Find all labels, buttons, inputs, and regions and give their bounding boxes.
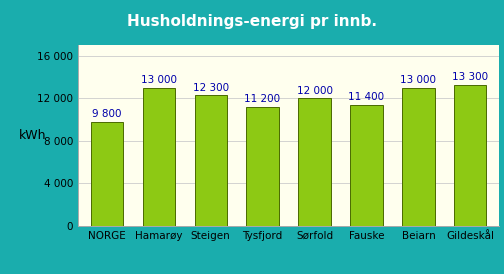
Bar [298,98,331,226]
Y-axis label: kWh: kWh [19,129,47,142]
Bar [246,107,279,226]
Bar [143,88,175,226]
Bar [454,85,486,226]
Bar [350,105,383,226]
Text: Husholdnings-energi pr innb.: Husholdnings-energi pr innb. [127,14,377,29]
Text: 11 400: 11 400 [348,92,385,102]
Text: 11 200: 11 200 [244,94,281,104]
Text: 13 000: 13 000 [401,75,436,85]
Text: 13 000: 13 000 [141,75,176,85]
Text: 13 300: 13 300 [452,72,488,82]
Text: 9 800: 9 800 [92,109,121,119]
Text: 12 300: 12 300 [193,82,229,93]
Bar [402,88,434,226]
Bar [195,95,227,226]
Bar [91,122,123,226]
Text: 12 000: 12 000 [296,86,333,96]
